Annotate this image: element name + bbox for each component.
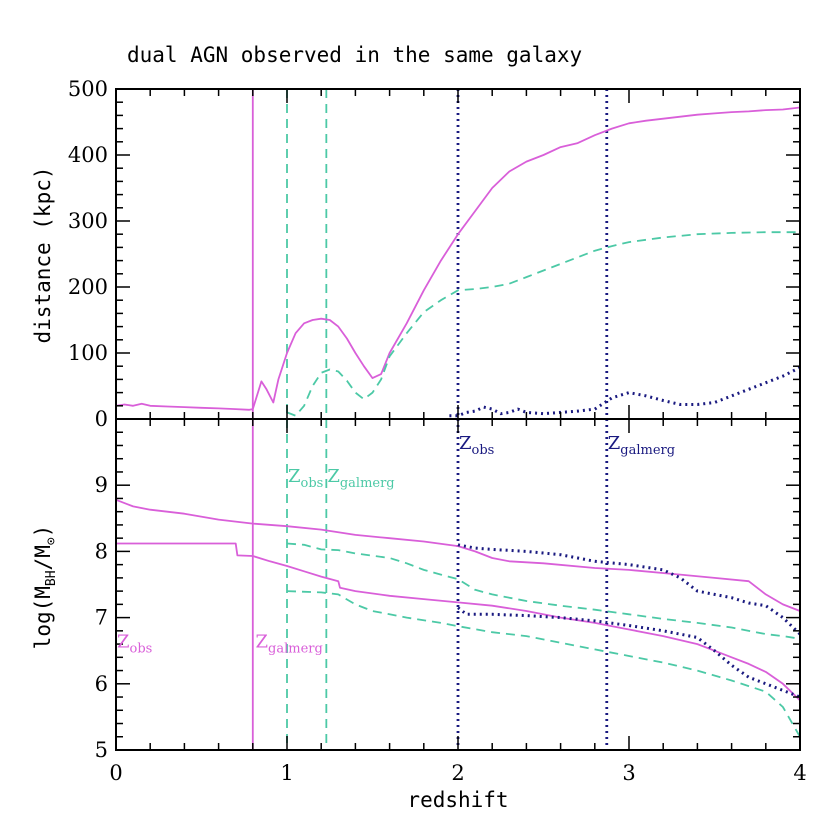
bottom-y-tick-label: 5 xyxy=(95,738,108,762)
bottom-y-axis-label: log(MBH/M⊙) xyxy=(31,525,59,650)
top-panel: 0 100 200 300 400 500 xyxy=(68,77,801,431)
top-y-axis-label: distance (kpc) xyxy=(31,166,55,343)
top-data xyxy=(116,89,800,419)
x-tick-label: 1 xyxy=(280,761,293,785)
bottom-series-5-navy-line xyxy=(457,543,800,636)
top-y-tick-label: 500 xyxy=(68,77,108,101)
bottom-z-label-2: Zgalmerg xyxy=(256,631,323,656)
bottom-z-label-1: Zobs xyxy=(117,631,152,656)
bottom-z-label-3: Zobs xyxy=(288,466,323,491)
bottom-y-tick-label: 9 xyxy=(95,473,108,497)
x-tick-label: 3 xyxy=(622,761,635,785)
bottom-series-4-teal-line xyxy=(286,590,800,738)
x-tick-label: 4 xyxy=(793,761,806,785)
bottom-z-label-4: Zgalmerg xyxy=(327,466,394,491)
top-series-1-magenta-line xyxy=(116,106,800,411)
x-tick-label: 2 xyxy=(451,761,464,785)
bottom-z-label-5: Zobs xyxy=(459,433,494,458)
x-axis-label: redshift xyxy=(407,788,508,812)
top-y-tick-label: 200 xyxy=(68,275,108,299)
top-y-tick-label: 0 xyxy=(95,407,108,431)
top-y-tick-label: 100 xyxy=(68,341,108,365)
bottom-series-2-magenta-line xyxy=(116,542,800,702)
bottom-data xyxy=(116,419,800,750)
x-tick-label: 0 xyxy=(109,761,122,785)
top-y-tick-label: 400 xyxy=(68,143,108,167)
bottom-z-label-6: Zgalmerg xyxy=(608,433,675,458)
top-y-tick-label: 300 xyxy=(68,209,108,233)
bottom-y-tick-label: 6 xyxy=(95,672,108,696)
bottom-y-tick-label: 7 xyxy=(95,606,108,630)
bottom-y-tick-label: 8 xyxy=(95,539,108,563)
bottom-frame xyxy=(115,418,801,751)
bottom-series-6-navy-line xyxy=(457,606,800,699)
chart-title: dual AGN observed in the same galaxy xyxy=(127,43,582,67)
top-series-2-teal-line xyxy=(286,231,800,417)
bottom-series-3-teal-line xyxy=(286,542,800,640)
top-series-3-navy-line xyxy=(449,366,800,418)
bottom-series-1-magenta-line xyxy=(116,498,800,612)
